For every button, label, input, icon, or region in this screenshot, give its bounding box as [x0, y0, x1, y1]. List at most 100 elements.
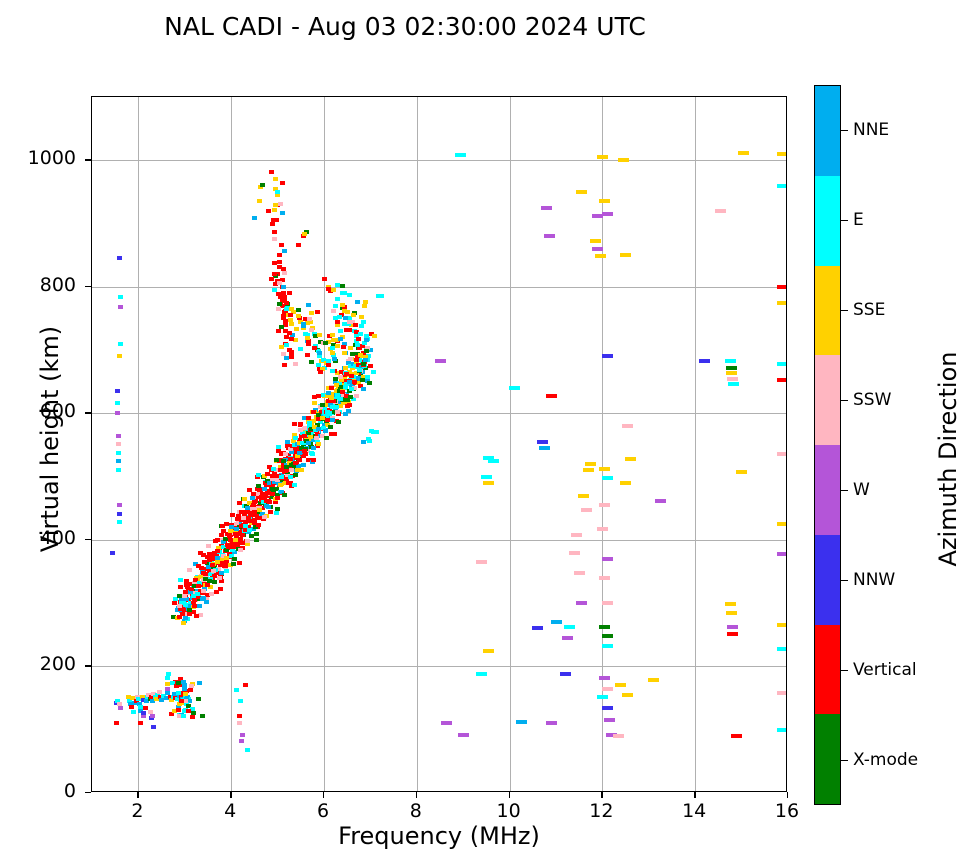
scatter-point: [283, 477, 289, 482]
colorbar-tick: [841, 580, 848, 582]
scatter-point: [282, 329, 288, 334]
scatter-point: [252, 506, 258, 511]
scatter-point: [164, 691, 170, 696]
scatter-point: [205, 555, 211, 560]
scatter-point: [288, 354, 294, 359]
scatter-point: [266, 499, 272, 504]
scatter-point: [335, 297, 341, 302]
scatter-point: [333, 303, 339, 308]
scatter-point: [184, 694, 190, 699]
scatter-point: [357, 373, 363, 378]
scatter-point: [246, 527, 252, 532]
scatter-point: [118, 305, 124, 310]
scatter-point: [309, 431, 315, 436]
scatter-point: [274, 190, 280, 195]
scatter-point: [286, 348, 292, 353]
scatter-point: [277, 464, 283, 469]
scatter-point: [573, 570, 585, 575]
scatter-point: [578, 493, 590, 498]
scatter-point: [326, 363, 332, 368]
scatter-point: [480, 474, 492, 479]
scatter-point: [275, 328, 281, 333]
scatter-point: [339, 302, 345, 307]
scatter-point: [322, 277, 328, 282]
scatter-point: [199, 713, 205, 718]
scatter-point: [342, 351, 348, 356]
scatter-point: [355, 342, 361, 347]
x-tick-label: 16: [774, 800, 800, 822]
scatter-point: [285, 444, 291, 449]
scatter-point: [736, 469, 748, 474]
scatter-point: [308, 434, 314, 439]
scatter-point: [251, 491, 257, 496]
scatter-point: [135, 697, 141, 702]
scatter-point: [193, 575, 199, 580]
scatter-point: [325, 287, 331, 292]
scatter-point: [592, 213, 604, 218]
scatter-point: [297, 437, 303, 442]
colorbar-tick: [841, 130, 848, 132]
scatter-point: [148, 694, 154, 699]
scatter-point: [329, 385, 335, 390]
scatter-point: [176, 705, 182, 710]
scatter-point: [344, 327, 350, 332]
colorbar-segment-w: [815, 445, 840, 535]
scatter-point: [312, 428, 318, 433]
scatter-point: [288, 463, 294, 468]
scatter-point: [346, 408, 352, 413]
scatter-point: [622, 424, 634, 429]
scatter-point: [278, 294, 284, 299]
colorbar-tick: [841, 310, 848, 312]
scatter-point: [356, 380, 362, 385]
scatter-point: [256, 472, 262, 477]
scatter-point: [325, 385, 331, 390]
scatter-point: [261, 473, 267, 478]
scatter-point: [357, 331, 363, 336]
scatter-point: [202, 577, 208, 582]
scatter-point: [281, 362, 287, 367]
scatter-point: [283, 319, 288, 324]
scatter-point: [243, 523, 249, 528]
scatter-point: [189, 714, 195, 719]
scatter-point: [250, 512, 256, 517]
scatter-point: [289, 468, 295, 473]
scatter-point: [187, 601, 193, 606]
scatter-point: [136, 701, 142, 706]
scatter-point: [255, 494, 261, 499]
x-tick-label: 6: [316, 800, 330, 822]
scatter-point: [317, 367, 323, 372]
scatter-point: [173, 684, 179, 689]
scatter-point: [301, 462, 307, 467]
scatter-point: [476, 560, 488, 565]
scatter-point: [260, 491, 266, 496]
scatter-point: [354, 355, 360, 360]
scatter-point: [200, 589, 206, 594]
scatter-point: [182, 686, 188, 691]
scatter-point: [346, 388, 352, 393]
y-tick-label: 800: [39, 273, 76, 296]
scatter-point: [349, 320, 355, 325]
scatter-point: [599, 467, 611, 472]
scatter-point: [334, 409, 340, 414]
scatter-point: [249, 506, 255, 511]
scatter-point: [172, 597, 178, 602]
scatter-point: [147, 710, 153, 714]
scatter-point: [326, 340, 332, 345]
scatter-point: [289, 352, 295, 357]
y-tick: [85, 159, 91, 161]
scatter-point: [223, 537, 229, 542]
scatter-point: [369, 331, 375, 336]
scatter-point: [179, 699, 185, 704]
scatter-point: [204, 561, 210, 566]
scatter-point: [245, 506, 251, 511]
scatter-point: [270, 221, 276, 226]
scatter-point: [319, 407, 325, 412]
scatter-point: [170, 614, 176, 619]
scatter-point: [285, 472, 291, 477]
scatter-point: [283, 468, 289, 473]
scatter-point: [367, 381, 373, 386]
scatter-point: [725, 610, 737, 615]
scatter-point: [341, 400, 347, 405]
scatter-point: [613, 734, 625, 739]
scatter-point: [256, 503, 262, 508]
